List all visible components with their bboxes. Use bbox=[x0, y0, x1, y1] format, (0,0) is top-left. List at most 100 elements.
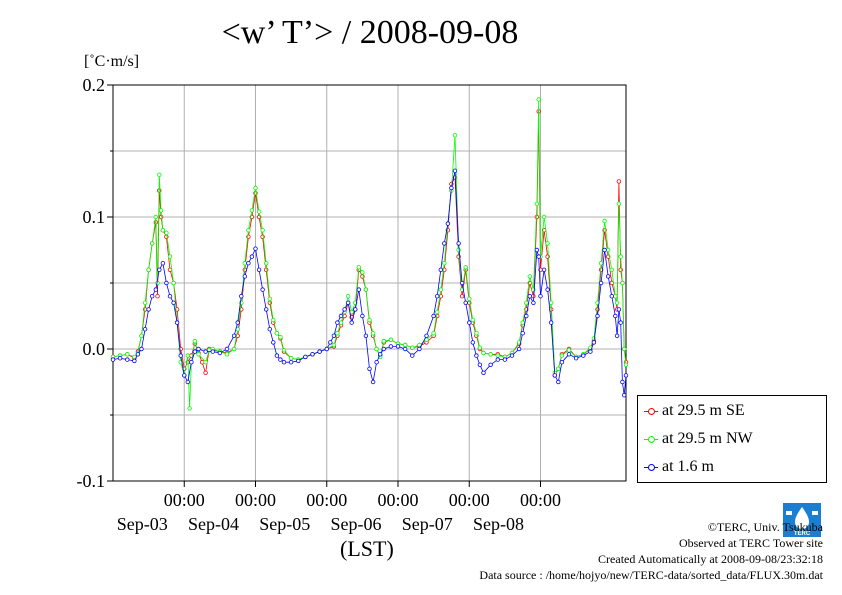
data-point bbox=[203, 360, 208, 365]
legend-marker-blue bbox=[644, 462, 658, 472]
data-point bbox=[495, 357, 500, 362]
data-point bbox=[609, 267, 614, 272]
data-point bbox=[335, 320, 340, 325]
data-point bbox=[527, 274, 532, 279]
data-point bbox=[296, 358, 301, 364]
data-point bbox=[139, 346, 144, 352]
data-point bbox=[481, 370, 486, 375]
data-point bbox=[449, 185, 454, 191]
data-point bbox=[613, 294, 618, 299]
data-point bbox=[378, 352, 383, 357]
data-point bbox=[618, 254, 623, 259]
data-point bbox=[481, 350, 486, 356]
data-point bbox=[160, 261, 166, 266]
data-point bbox=[367, 317, 372, 323]
data-point bbox=[549, 320, 554, 325]
data-point bbox=[267, 296, 272, 301]
data-point bbox=[338, 320, 344, 325]
data-point bbox=[417, 346, 422, 352]
y-tick-label: 0.1 bbox=[83, 207, 106, 227]
data-point bbox=[370, 379, 376, 385]
data-point bbox=[149, 294, 155, 299]
data-point bbox=[331, 333, 337, 338]
data-point bbox=[231, 333, 237, 338]
data-point bbox=[349, 320, 354, 325]
data-point bbox=[536, 97, 541, 102]
data-point bbox=[395, 344, 401, 349]
data-point bbox=[556, 366, 561, 371]
data-point bbox=[602, 247, 607, 253]
legend-marker-red bbox=[644, 406, 658, 416]
data-point bbox=[374, 360, 379, 365]
data-point bbox=[235, 320, 240, 325]
data-point bbox=[616, 201, 622, 206]
data-point bbox=[520, 320, 525, 325]
data-point bbox=[239, 294, 244, 299]
data-point bbox=[402, 342, 408, 348]
data-point bbox=[531, 300, 536, 305]
data-point bbox=[271, 317, 276, 323]
data-point bbox=[260, 227, 265, 233]
data-point bbox=[381, 338, 386, 344]
data-point bbox=[249, 208, 255, 213]
x-tick-time-label: 00:00 bbox=[377, 490, 418, 510]
data-point bbox=[264, 261, 269, 266]
x-tick-time-label: 00:00 bbox=[520, 490, 561, 510]
series-2 bbox=[110, 168, 629, 398]
data-point bbox=[264, 307, 269, 312]
data-point bbox=[242, 261, 247, 266]
data-point bbox=[125, 357, 130, 362]
data-series bbox=[110, 97, 629, 411]
data-point bbox=[288, 360, 294, 365]
data-point bbox=[410, 345, 415, 350]
data-point bbox=[623, 362, 629, 367]
y-axis-unit-label: [˚C·m/s] bbox=[84, 53, 140, 70]
data-point bbox=[402, 346, 408, 352]
data-point bbox=[249, 254, 255, 259]
data-point bbox=[146, 267, 151, 272]
data-point bbox=[153, 287, 158, 292]
data-point bbox=[345, 300, 351, 305]
data-point bbox=[435, 309, 440, 315]
data-point bbox=[545, 287, 550, 292]
x-tick-date-label: Sep-08 bbox=[473, 514, 524, 534]
data-point bbox=[264, 267, 269, 272]
data-point bbox=[267, 327, 272, 332]
data-point bbox=[356, 265, 361, 270]
data-point bbox=[171, 280, 176, 286]
data-point bbox=[153, 214, 158, 220]
y-tick-label: 0.2 bbox=[83, 75, 106, 95]
data-point bbox=[509, 353, 515, 358]
data-point bbox=[203, 349, 208, 354]
data-point bbox=[502, 357, 508, 362]
data-point bbox=[324, 346, 329, 352]
data-point bbox=[470, 340, 475, 345]
data-point bbox=[431, 313, 436, 319]
axes: -0.1 0.0 0.1 0.2 00:00 Sep-03 00:00 Sep-04 00:00… bbox=[77, 75, 627, 534]
logo-text: TERC bbox=[794, 531, 811, 537]
data-point bbox=[620, 280, 625, 286]
x-tick-date-label: Sep-03 bbox=[117, 514, 168, 534]
data-point bbox=[370, 331, 376, 336]
observed-text: Observed at TERC Tower site bbox=[678, 536, 823, 550]
data-point bbox=[363, 287, 369, 292]
data-point bbox=[192, 338, 198, 344]
data-point bbox=[410, 353, 415, 358]
data-point bbox=[342, 307, 347, 312]
data-point bbox=[167, 254, 173, 259]
data-point bbox=[203, 370, 208, 375]
data-point bbox=[620, 379, 625, 385]
data-point bbox=[452, 168, 458, 173]
data-point bbox=[445, 221, 451, 226]
data-point bbox=[534, 201, 540, 206]
data-point bbox=[459, 294, 465, 299]
data-point bbox=[609, 294, 614, 299]
data-point bbox=[424, 333, 429, 338]
data-point bbox=[164, 234, 169, 239]
data-point bbox=[260, 287, 265, 292]
data-point bbox=[281, 360, 287, 365]
data-point bbox=[534, 214, 540, 220]
data-point bbox=[477, 362, 483, 367]
data-point bbox=[182, 373, 187, 378]
data-point bbox=[303, 354, 308, 360]
